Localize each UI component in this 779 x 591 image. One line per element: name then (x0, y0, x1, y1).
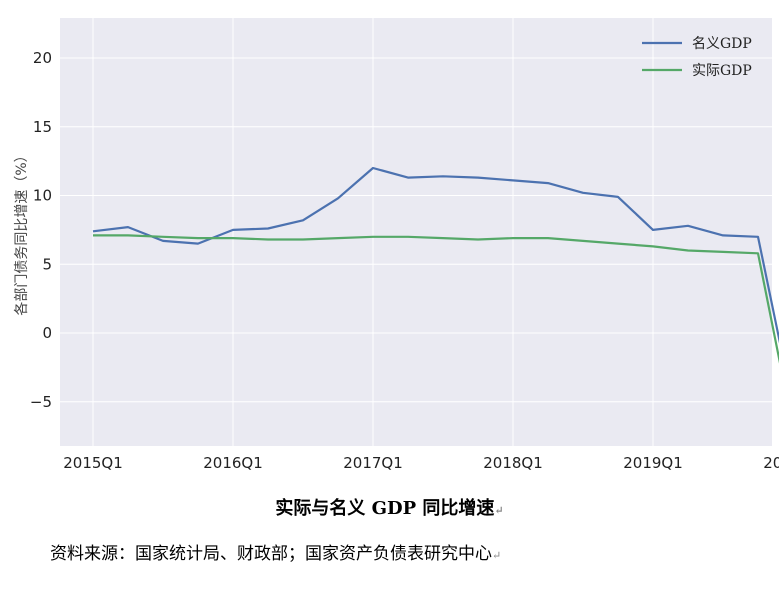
legend-label-real: 实际GDP (692, 63, 752, 79)
series-line-nominal-gdp (92, 166, 779, 344)
y-tick-label: −5 (30, 393, 52, 411)
series-line-real-gdp (93, 234, 779, 364)
x-tick-label: 2016Q1 (203, 454, 263, 470)
paragraph-mark: ↵ (492, 549, 502, 562)
y-tick-label: 0 (42, 324, 52, 342)
figure-caption: 实际与名义 GDP 同比增速↵ (0, 494, 779, 520)
x-tick-label: 2020Q1 (763, 454, 779, 470)
x-tick-label: 2015Q1 (63, 454, 123, 470)
chart: 20 15 10 5 0 −5 2015Q1 2016Q1 2017Q1 2018Q1 2019Q1… (14, 18, 779, 470)
source-note: 资料来源：国家统计局、财政部；国家资产负债表研究中心↵ (50, 539, 501, 564)
x-tick-label: 2017Q1 (343, 454, 403, 470)
y-tick-label: 15 (33, 118, 52, 136)
x-tick-label: 2019Q1 (623, 454, 683, 470)
y-tick-label: 10 (33, 187, 52, 205)
legend-label-nominal: 名义GDP (692, 36, 752, 52)
source-text: 资料来源：国家统计局、财政部；国家资产负债表研究中心 (50, 544, 492, 564)
paragraph-mark: ↵ (494, 504, 504, 517)
y-axis-label: 各部门债务同比增速（%） (14, 148, 30, 315)
plot-background (60, 18, 772, 446)
caption-text: 实际与名义 GDP 同比增速 (275, 498, 495, 519)
axis-ticks: 20 15 10 5 0 −5 2015Q1 2016Q1 2017Q1 2018Q1 2019Q1… (30, 49, 779, 470)
legend: 名义GDP 实际GDP (642, 36, 752, 79)
x-tick-label: 2018Q1 (483, 454, 543, 470)
grid (60, 18, 772, 446)
series-lines (92, 166, 779, 364)
y-tick-label: 5 (42, 255, 52, 273)
y-tick-label: 20 (33, 49, 52, 67)
